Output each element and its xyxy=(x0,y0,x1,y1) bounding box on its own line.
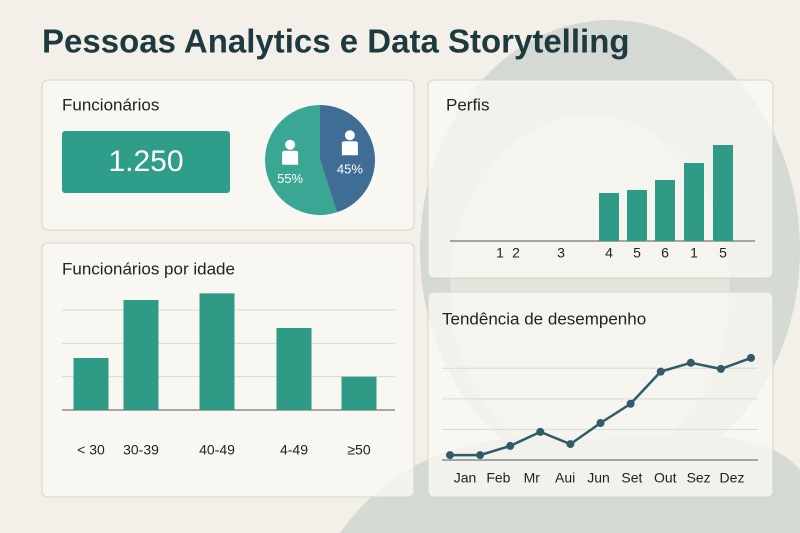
trend-point xyxy=(446,451,454,460)
trend-point xyxy=(716,364,725,373)
x-tick-label: 2 xyxy=(512,245,520,261)
trend-point xyxy=(656,367,665,376)
bar xyxy=(123,300,159,410)
trend-point xyxy=(626,399,635,408)
x-tick-label: Sez xyxy=(687,470,711,486)
icon-head xyxy=(285,139,296,150)
pie-slice xyxy=(320,105,375,213)
icon-body xyxy=(282,150,299,165)
x-tick-label: Aui xyxy=(555,470,575,486)
person-icon xyxy=(341,130,358,156)
x-tick-label: 1 xyxy=(690,245,698,261)
x-tick-label: ≥50 xyxy=(347,442,370,458)
bar xyxy=(73,358,109,410)
x-tick-label: Feb xyxy=(486,470,510,486)
x-tick-label: 6 xyxy=(661,245,669,261)
x-tick-label: Mr xyxy=(524,470,541,486)
x-tick-label: 40-49 xyxy=(199,442,235,458)
x-tick-label: 3 xyxy=(557,245,565,261)
trend-point xyxy=(566,440,575,449)
x-tick-label: 5 xyxy=(633,245,641,261)
x-tick-label: 30-39 xyxy=(123,442,159,458)
bar xyxy=(713,145,733,241)
x-tick-label: 1 xyxy=(496,245,504,261)
x-tick-label: Jun xyxy=(587,470,610,486)
x-tick-label: 5 xyxy=(719,245,727,261)
x-tick-label: < 30 xyxy=(77,442,105,458)
x-tick-label: Dez xyxy=(720,470,745,486)
bar xyxy=(627,190,647,241)
pie-label: 55% xyxy=(277,171,303,186)
bar xyxy=(341,376,377,410)
trend-point xyxy=(686,358,695,367)
page-title: Pessoas Analytics e Data Storytelling xyxy=(42,23,630,60)
bar xyxy=(655,180,675,241)
icon-body xyxy=(341,141,358,156)
chart-title: Funcionários por idade xyxy=(62,259,235,278)
kpi-label: Funcionários xyxy=(62,95,159,114)
x-tick-label: Set xyxy=(621,470,642,486)
trend-point xyxy=(476,451,485,460)
bar xyxy=(599,193,619,241)
bar xyxy=(684,163,704,241)
bar xyxy=(276,328,312,410)
chart-title: Tendência de desempenho xyxy=(442,309,646,328)
pie-label: 45% xyxy=(337,162,363,177)
icon-head xyxy=(344,130,355,141)
card xyxy=(427,291,774,498)
x-tick-label: Out xyxy=(654,470,677,486)
trend-point xyxy=(747,353,755,362)
pie-slice xyxy=(264,105,337,215)
person-icon xyxy=(282,139,299,165)
x-tick-label: Jan xyxy=(454,470,477,486)
trend-point xyxy=(536,427,545,436)
bar xyxy=(199,293,235,410)
chart-title: Perfis xyxy=(446,95,489,114)
kpi-value: 1.250 xyxy=(108,145,183,178)
x-tick-label: 4 xyxy=(605,245,613,261)
trend-point xyxy=(506,441,515,450)
x-tick-label: 4-49 xyxy=(280,442,308,458)
trend-point xyxy=(596,419,605,428)
kpi-box xyxy=(62,131,230,193)
